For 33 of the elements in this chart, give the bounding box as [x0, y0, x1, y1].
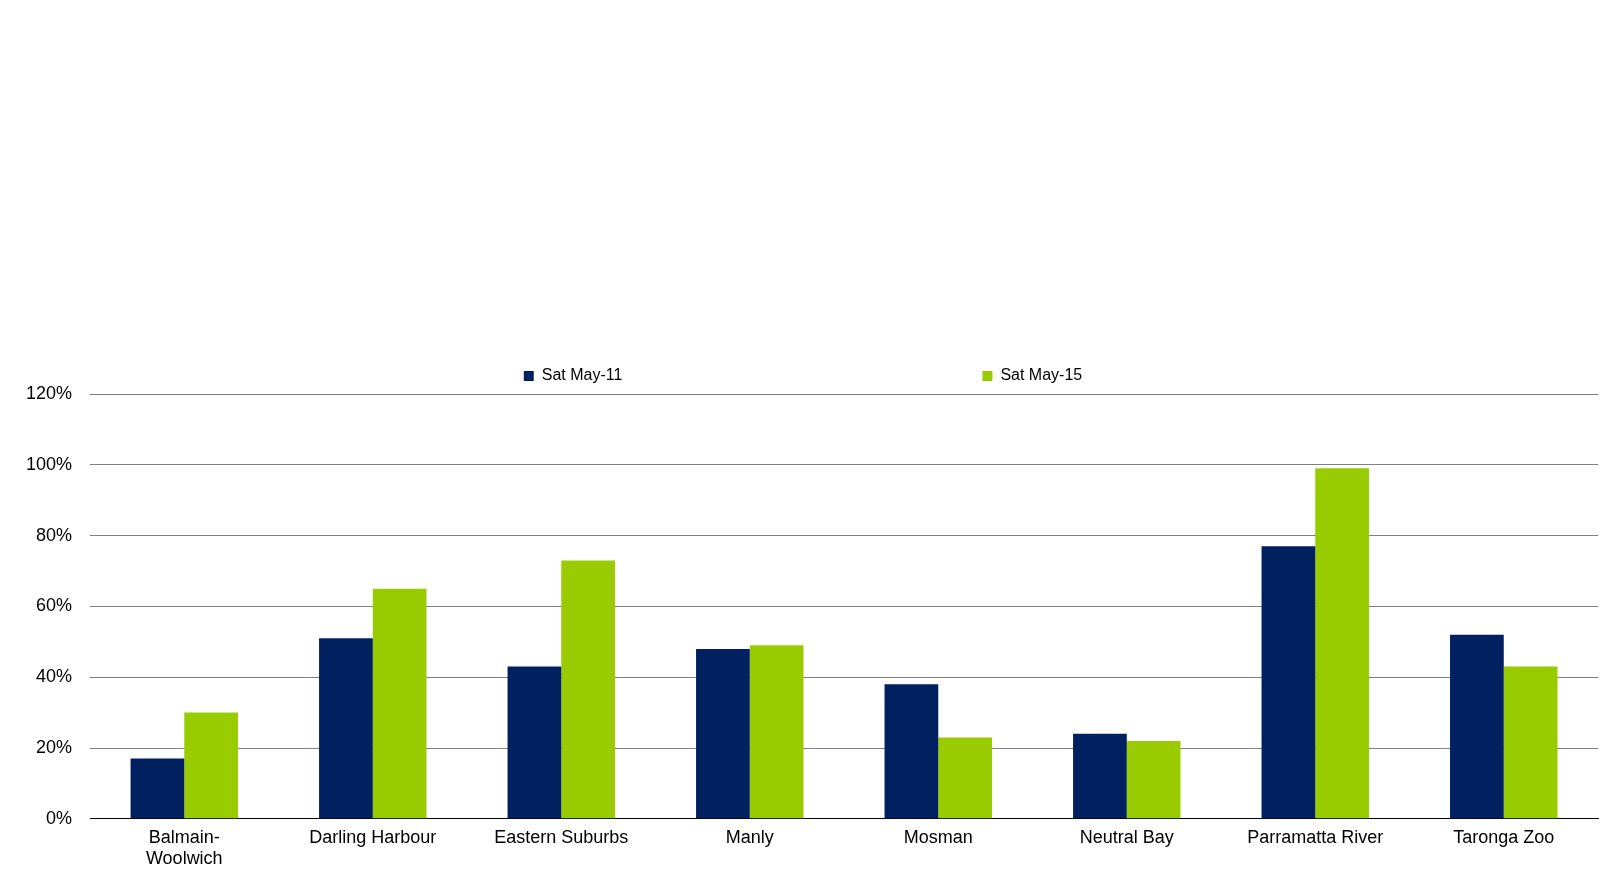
y-tick-label: 0% [46, 807, 73, 828]
bar [749, 645, 804, 819]
x-tick-label: Darling Harbour [309, 826, 437, 847]
x-tick-label: Mosman [903, 826, 973, 847]
bar [507, 666, 562, 819]
y-tick-label: 20% [36, 736, 73, 757]
y-tick-label: 40% [36, 666, 73, 687]
bar [938, 737, 992, 819]
y-tick-label: 80% [36, 524, 73, 545]
bar [1073, 733, 1127, 819]
bar [1503, 666, 1558, 819]
bar [184, 712, 239, 819]
bar [561, 560, 615, 819]
bar [696, 648, 750, 819]
legend-label: Sat May-11 [541, 366, 623, 384]
bar [1261, 546, 1316, 819]
bar [130, 758, 185, 819]
x-tick-label: Eastern Suburbs [494, 826, 629, 847]
bar [1126, 740, 1181, 819]
legend-label: Sat May-15 [1000, 366, 1083, 384]
bar [884, 684, 939, 819]
x-tick-label: Balmain-Woolwich [145, 826, 223, 869]
y-tick-label: 60% [36, 595, 73, 616]
x-tick-label: Taronga Zoo [1453, 826, 1555, 847]
bar [1450, 634, 1504, 819]
bar [1315, 468, 1369, 819]
y-tick-label: 100% [25, 453, 73, 474]
bar [319, 638, 373, 819]
x-tick-label: Manly [725, 826, 774, 847]
x-tick-label: Parramatta River [1247, 826, 1384, 847]
y-tick-label: 120% [25, 382, 73, 403]
x-tick-label: Neutral Bay [1079, 826, 1174, 847]
bar [372, 588, 427, 819]
